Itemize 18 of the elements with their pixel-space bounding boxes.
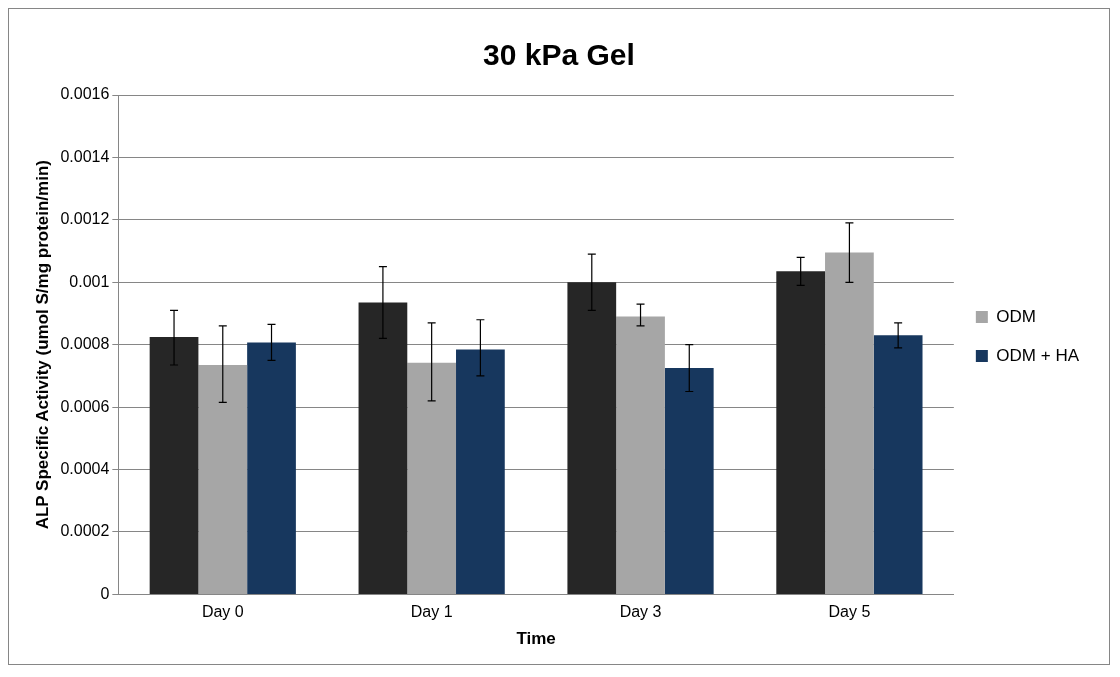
y-tick-label: 0.0014 [60, 147, 110, 165]
legend-label: ODM [996, 306, 1037, 326]
y-tick-label: 0.0006 [60, 397, 110, 415]
y-tick-label: 0.0012 [60, 210, 110, 228]
x-tick-label: Day 3 [619, 603, 662, 621]
x-axis-title: Time [516, 629, 556, 649]
y-tick-label: 0.0008 [60, 335, 110, 353]
x-tick-label: Day 0 [201, 603, 244, 621]
chart-title: 30 kPa Gel [483, 38, 635, 72]
x-tick-label: Day 1 [410, 603, 453, 621]
y-tick-label: 0.001 [69, 272, 110, 290]
y-tick-label: 0.0002 [60, 522, 110, 540]
y-axis-title: ALP Specific Activity (umol S/mg protein/min) [32, 160, 52, 530]
y-tick-label: 0.0016 [60, 85, 110, 103]
y-tick-label: 0.0004 [60, 459, 110, 477]
y-tick-label: 0 [100, 584, 110, 602]
x-tick-label: Day 5 [828, 603, 871, 621]
legend-label: ODM + HA [996, 345, 1080, 365]
